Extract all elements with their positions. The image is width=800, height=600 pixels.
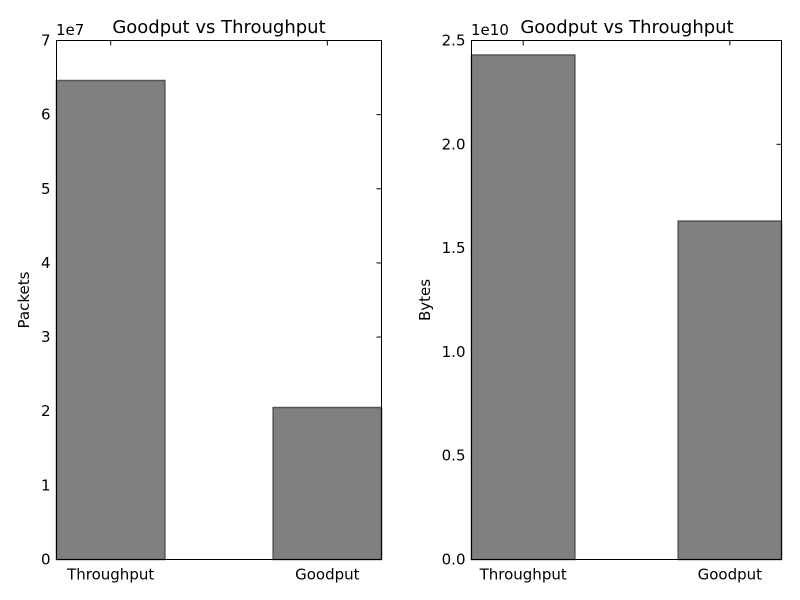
bytes-chart-ytick-label: 2.5: [442, 32, 466, 50]
bytes-chart-xtick-labels: Throughput Goodput: [479, 566, 763, 584]
bytes-chart-bar-throughput: [470, 54, 576, 561]
bytes-chart-title: Goodput vs Throughput: [520, 17, 733, 38]
packets-chart-ytick-label: 6: [41, 106, 51, 124]
packets-chart-xtick-label: Throughput: [66, 566, 154, 584]
packets-chart-ylabel: Packets: [15, 271, 33, 328]
packets-chart-bar-throughput: [55, 79, 166, 561]
packets-chart-frame: [56, 40, 382, 560]
packets-chart-bars: [55, 79, 383, 561]
packets-chart-xtick-labels: Throughput Goodput: [66, 566, 360, 584]
bytes-chart-ytick-label: 2.0: [442, 135, 466, 153]
packets-chart-ytick-label: 4: [41, 254, 51, 272]
bytes-chart-ytick-label: 1.0: [442, 343, 466, 361]
packets-chart-offset-label: 1e7: [56, 21, 84, 39]
packets-chart-ytick-label: 5: [41, 180, 51, 198]
packets-chart-title: Goodput vs Throughput: [112, 17, 325, 38]
packets-chart: Goodput vs Throughput 1e7 Packets 0 1 2 3 4 5…: [15, 17, 383, 584]
bytes-chart-offset-label: 1e10: [471, 21, 509, 39]
packets-chart-bar-goodput: [272, 406, 383, 561]
bytes-chart-ytick-label: 1.5: [442, 239, 466, 257]
bytes-chart-ylabel: Bytes: [416, 279, 434, 321]
packets-chart-ytick-label: 2: [41, 402, 51, 420]
packets-chart-ytick-label: 0: [41, 551, 51, 569]
bytes-chart-bar-goodput: [677, 220, 783, 561]
bytes-chart-ytick-label: 0.5: [442, 447, 466, 465]
bytes-chart-bars: [470, 54, 783, 561]
packets-chart-ytick-label: 7: [41, 32, 51, 50]
bytes-chart-xtick-label: Goodput: [698, 566, 763, 584]
bytes-chart-frame: [471, 40, 782, 560]
bytes-chart-xtick-label: Throughput: [479, 566, 567, 584]
packets-chart-ytick-label: 3: [41, 328, 51, 346]
bytes-chart: Goodput vs Throughput 1e10 Bytes 0.0 0.5 1…: [416, 17, 783, 584]
bytes-chart-ticks: 0.0 0.5 1.0 1.5 2.0 2.5: [442, 32, 782, 569]
packets-chart-xtick-label: Goodput: [295, 566, 360, 584]
packets-chart-ytick-label: 1: [41, 476, 51, 494]
bytes-chart-ytick-label: 0.0: [442, 551, 466, 569]
